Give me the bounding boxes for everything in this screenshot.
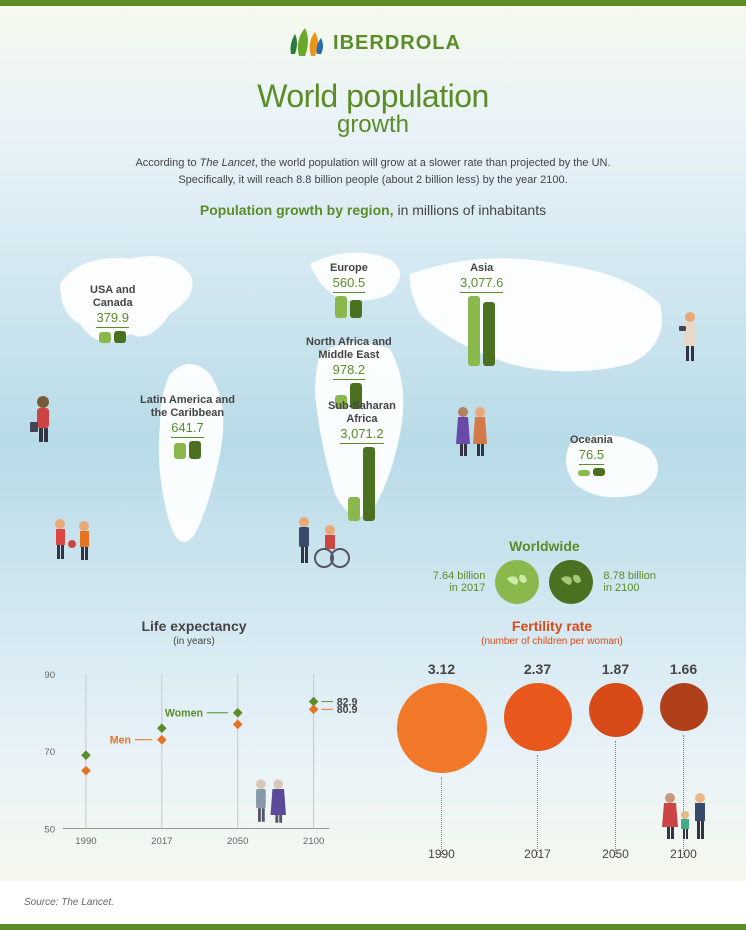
intro-text: According to The Lancet, the world popul… <box>83 155 663 188</box>
svg-text:2017: 2017 <box>151 836 172 847</box>
region-oceania: Oceania76.5 <box>570 434 613 476</box>
person-illustration <box>674 309 706 370</box>
person-illustration <box>450 404 494 465</box>
svg-text:1990: 1990 <box>75 836 96 847</box>
svg-text:Men: Men <box>110 735 131 747</box>
brand-logo: IBERDROLA <box>30 26 716 60</box>
fertility-2050: 1.872050 <box>589 661 643 861</box>
iberdrola-leaf-icon <box>285 26 327 60</box>
region-usa: USA andCanada379.9 <box>90 284 135 343</box>
region-europe: Europe560.5 <box>330 262 368 318</box>
svg-text:70: 70 <box>44 747 55 758</box>
person-illustration <box>46 514 102 569</box>
globe-icon <box>549 560 593 604</box>
svg-text:90: 90 <box>44 670 55 681</box>
fertility-chart: Fertility rate(number of children per wo… <box>388 618 716 861</box>
region-ssa: Sub-SaharanAfrica3,071.2 <box>328 400 396 521</box>
region-nafr: North Africa andMiddle East978.2 <box>306 336 392 409</box>
region-asia: Asia3,077.6 <box>460 262 503 366</box>
world-map: USA andCanada379.9 Latin America andthe C… <box>10 224 736 594</box>
source-citation: Source: The Lancet. <box>0 881 746 924</box>
svg-text:2050: 2050 <box>227 836 248 847</box>
region-latam: Latin America andthe Caribbean641.7 <box>140 394 235 459</box>
person-illustration <box>290 514 350 575</box>
svg-text:Women: Women <box>165 708 203 720</box>
section-heading: Population growth by region, in millions… <box>30 202 716 218</box>
brand-name: IBERDROLA <box>333 32 461 55</box>
page-subtitle: growth <box>30 111 716 139</box>
globe-icon <box>495 560 539 604</box>
fertility-2017: 2.372017 <box>504 661 572 861</box>
svg-text:50: 50 <box>44 824 55 835</box>
svg-text:80.9: 80.9 <box>337 704 358 716</box>
life-expectancy-chart: Life expectancy(in years) 50709019902017… <box>30 618 358 861</box>
fertility-2100: 1.662100 <box>660 661 708 861</box>
person-illustration <box>28 394 58 451</box>
svg-text:2100: 2100 <box>303 836 324 847</box>
fertility-1990: 3.121990 <box>397 661 487 861</box>
page-title: World population <box>30 78 716 115</box>
worldwide-summary: Worldwide 7.64 billionin 2017 8.78 billi… <box>433 538 656 604</box>
